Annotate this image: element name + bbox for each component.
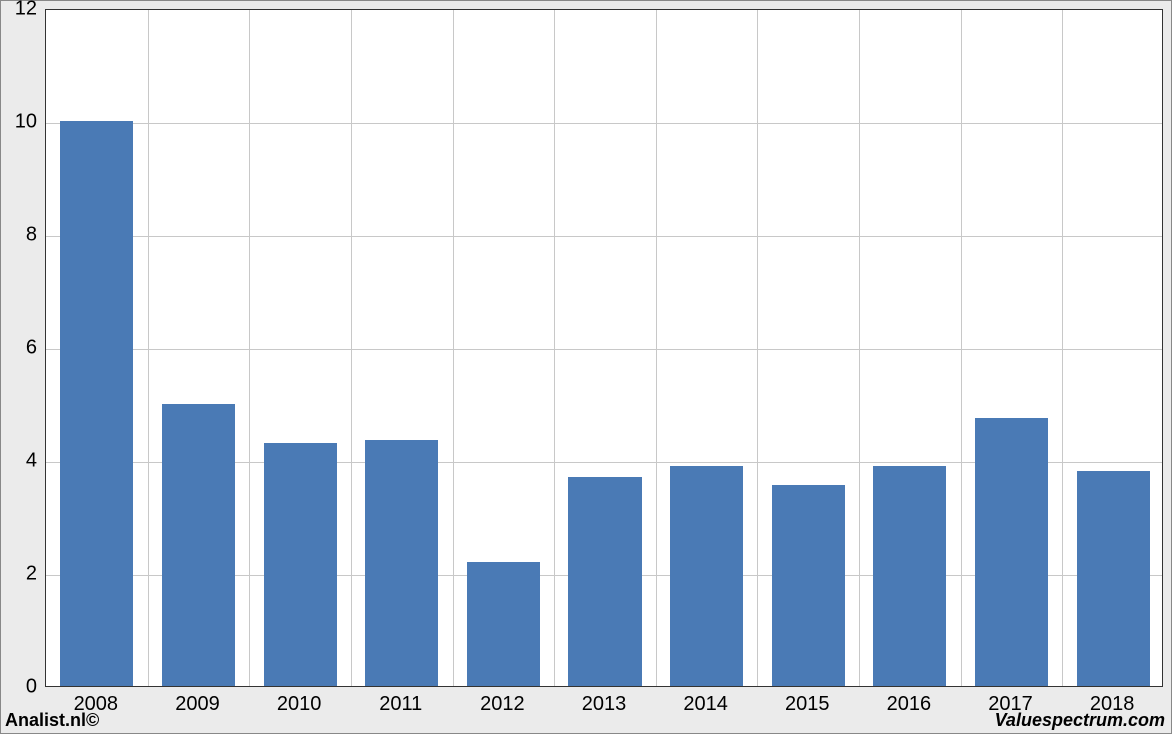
plot-area	[45, 9, 1163, 687]
x-tick-label: 2011	[379, 693, 422, 716]
x-tick-label: 2016	[887, 693, 932, 716]
gridline-vertical	[757, 10, 758, 686]
bar	[873, 466, 946, 686]
bar	[975, 418, 1048, 686]
gridline-vertical	[453, 10, 454, 686]
gridline-vertical	[1062, 10, 1063, 686]
gridline-vertical	[148, 10, 149, 686]
gridline-vertical	[351, 10, 352, 686]
bar	[568, 477, 641, 686]
y-tick-label: 4	[1, 450, 37, 473]
y-tick-label: 2	[1, 563, 37, 586]
y-tick-label: 12	[1, 0, 37, 21]
bar	[264, 443, 337, 686]
footer-left-credit: Analist.nl©	[5, 710, 99, 731]
bar	[162, 404, 235, 687]
bar	[1077, 471, 1150, 686]
gridline-horizontal	[46, 236, 1162, 237]
x-tick-label: 2012	[480, 693, 525, 716]
bar	[467, 562, 540, 686]
x-tick-label: 2015	[785, 693, 830, 716]
gridline-horizontal	[46, 349, 1162, 350]
y-tick-label: 10	[1, 111, 37, 134]
y-tick-label: 0	[1, 676, 37, 699]
x-tick-label: 2014	[683, 693, 728, 716]
bar	[670, 466, 743, 686]
gridline-vertical	[554, 10, 555, 686]
y-tick-label: 8	[1, 224, 37, 247]
gridline-vertical	[656, 10, 657, 686]
chart-frame: 024681012 200820092010201120122013201420…	[0, 0, 1172, 734]
bar	[365, 440, 438, 686]
x-tick-label: 2013	[582, 693, 627, 716]
footer-right-credit: Valuespectrum.com	[995, 710, 1165, 731]
bar	[772, 485, 845, 686]
gridline-horizontal	[46, 123, 1162, 124]
gridline-vertical	[249, 10, 250, 686]
bar	[60, 121, 133, 686]
gridline-vertical	[961, 10, 962, 686]
x-tick-label: 2010	[277, 693, 322, 716]
x-tick-label: 2009	[175, 693, 220, 716]
gridline-vertical	[859, 10, 860, 686]
y-tick-label: 6	[1, 337, 37, 360]
